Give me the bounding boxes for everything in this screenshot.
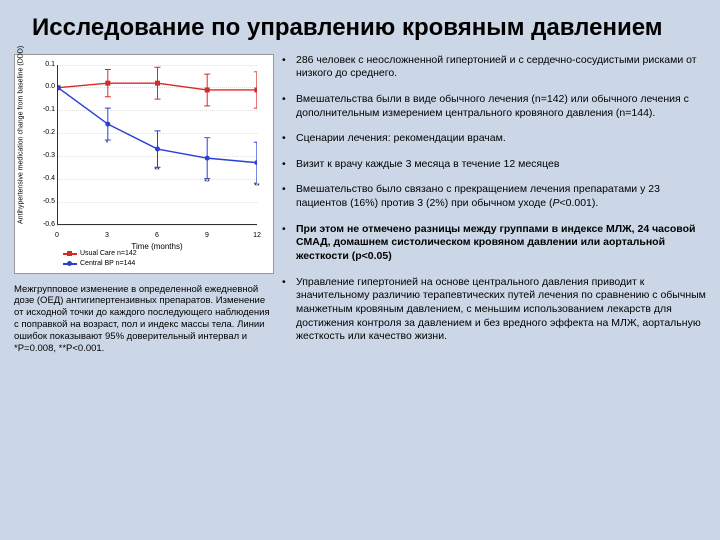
legend-central-bp: Central BP n=144: [63, 259, 137, 269]
x-tick: 12: [247, 232, 267, 239]
bullet-item: Вмешательства были в виде обычного лечен…: [282, 93, 706, 120]
legend-label: Usual Care n=142: [80, 249, 137, 259]
significance-mark: **: [254, 183, 259, 190]
y-tick: 0.0: [37, 83, 55, 90]
significance-mark: *: [106, 140, 109, 147]
y-tick: -0.2: [37, 129, 55, 136]
x-tick: 0: [47, 232, 67, 239]
x-tick: 6: [147, 232, 167, 239]
bullet-list: 286 человек с неосложненной гипертонией …: [282, 54, 706, 356]
y-tick: -0.6: [37, 221, 55, 228]
bullet-item: При этом не отмечено разницы между групп…: [282, 223, 706, 264]
left-column: Antihypertensive medication change from …: [14, 54, 274, 356]
legend-label: Central BP n=144: [80, 259, 135, 269]
chart-caption: Межгрупповое изменение в определенной еж…: [14, 274, 274, 355]
y-tick: -0.1: [37, 106, 55, 113]
x-tick: 3: [97, 232, 117, 239]
bullet-item: Сценарии лечения: рекомендации врачам.: [282, 132, 706, 146]
chart: Antihypertensive medication change from …: [14, 54, 274, 274]
bullet-item: Вмешательство было связано с прекращение…: [282, 183, 706, 210]
y-tick: -0.4: [37, 175, 55, 182]
chart-plot-area: [57, 65, 257, 225]
page-title: Исследование по управлению кровяным давл…: [0, 0, 720, 54]
significance-mark: **: [154, 167, 159, 174]
legend-usual-care: Usual Care n=142: [63, 249, 137, 259]
x-tick: 9: [197, 232, 217, 239]
content-row: Antihypertensive medication change from …: [0, 54, 720, 366]
chart-y-label: Antihypertensive medication change from …: [18, 104, 25, 224]
bullet-item: Управление гипертонией на основе централ…: [282, 276, 706, 344]
y-tick: -0.3: [37, 152, 55, 159]
significance-mark: **: [204, 179, 209, 186]
bullet-item: 286 человек с неосложненной гипертонией …: [282, 54, 706, 81]
y-tick: 0.1: [37, 61, 55, 68]
chart-legend: Usual Care n=142 Central BP n=144: [63, 249, 137, 269]
chart-svg: [58, 65, 257, 224]
y-tick: -0.5: [37, 198, 55, 205]
bullet-item: Визит к врачу каждые 3 месяца в течение …: [282, 158, 706, 172]
